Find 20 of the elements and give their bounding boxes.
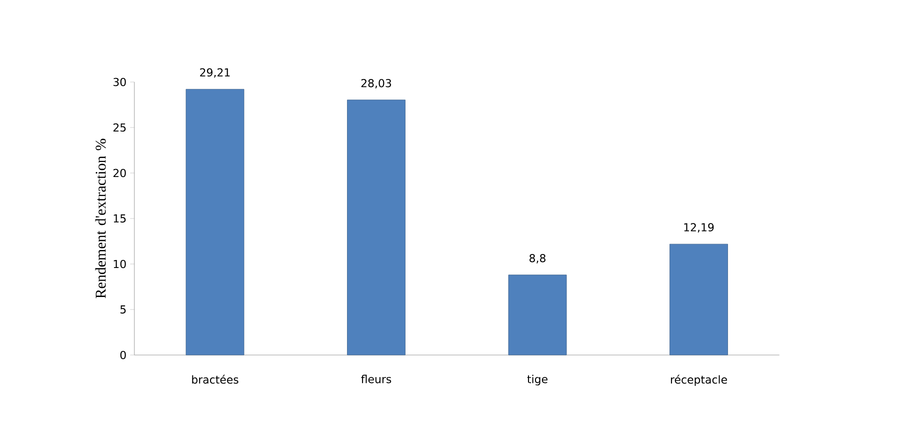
x-tick-label: bractées	[192, 374, 238, 384]
bar	[186, 88, 244, 356]
y-tick-label: 20	[113, 168, 126, 178]
data-label: 28,03	[361, 79, 392, 88]
y-tick-label: 15	[114, 214, 126, 223]
data-label: 12,19	[684, 223, 714, 233]
x-tick-label: tige	[527, 374, 548, 386]
bar	[670, 244, 728, 356]
data-label: 29,21	[200, 68, 230, 78]
y-tick-label: 10	[114, 260, 126, 268]
data-label: 8,8	[530, 254, 546, 264]
y-tick-label: 0	[120, 350, 126, 360]
y-axis-title: Rendement d'extraction %	[95, 138, 106, 298]
bar	[508, 274, 567, 356]
y-tick-label: 25	[113, 123, 126, 132]
bar	[347, 100, 406, 356]
y-tick-label: 30	[113, 78, 126, 86]
x-tick-label: réceptacle	[670, 374, 727, 386]
x-tick-label: fleurs	[361, 374, 392, 384]
y-tick-label: 5	[120, 305, 126, 314]
